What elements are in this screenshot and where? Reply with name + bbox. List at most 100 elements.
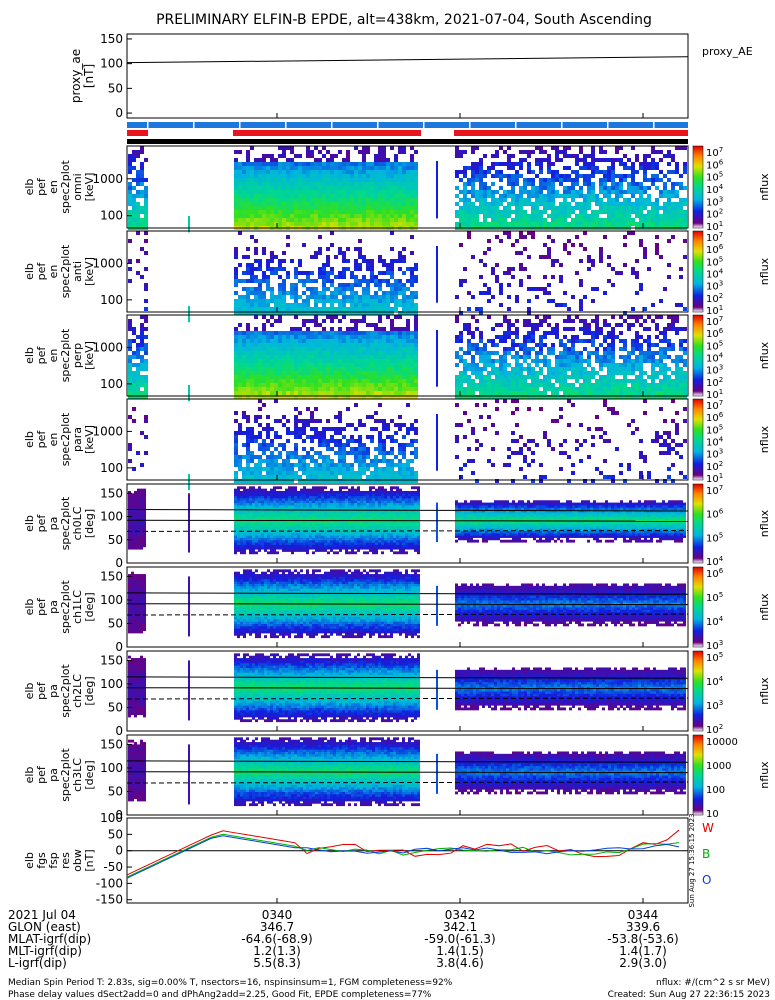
spectrogram-cell — [519, 218, 523, 222]
spectrogram-cell — [547, 363, 551, 367]
spectrogram-cell — [350, 319, 354, 323]
spectrogram-cell — [495, 323, 499, 327]
spectrogram-cell — [136, 387, 140, 391]
spectrogram-cell — [234, 210, 238, 214]
spectrogram-cell — [406, 431, 410, 435]
spectrogram-cell — [274, 431, 278, 435]
spectrogram-cell — [298, 479, 302, 483]
spectrogram-cell — [326, 343, 330, 347]
spectrogram-cell — [238, 311, 242, 315]
spectrogram-cell — [571, 335, 575, 339]
spectrogram-cell — [306, 190, 310, 194]
spectrogram-cell — [350, 379, 354, 383]
spectrogram-cell — [338, 174, 342, 178]
spectrogram-cell — [406, 359, 410, 363]
spectrogram-cell — [354, 395, 358, 399]
spectrogram-cell — [571, 375, 575, 379]
spectrogram-cell — [322, 222, 326, 226]
spectrogram-cell — [282, 287, 286, 291]
spectrogram-cell — [547, 166, 551, 170]
spectrogram-cell — [619, 363, 623, 367]
spectrogram-cell — [575, 335, 579, 339]
y-axis-label: spec2plot — [59, 328, 72, 382]
spectrogram-cell — [346, 287, 350, 291]
spectrogram-cell — [250, 178, 254, 182]
spectrogram-cell — [463, 202, 467, 206]
spectrogram-cell — [136, 154, 140, 158]
spectrogram-cell — [318, 335, 322, 339]
spectrogram-cell — [599, 150, 603, 154]
spectrogram-cell — [294, 463, 298, 467]
spectrogram-cell — [499, 383, 503, 387]
spectrogram-cell — [270, 162, 274, 166]
spectrogram-cell — [394, 287, 398, 291]
spectrogram-cell — [515, 251, 519, 255]
spectrogram-cell — [543, 218, 547, 222]
colorbar — [692, 230, 704, 313]
spectrogram-cell — [310, 295, 314, 299]
spectrogram-cell — [382, 198, 386, 202]
spectrogram-cell — [362, 154, 366, 158]
spectrogram-cell — [330, 202, 334, 206]
spectrogram-cell — [274, 190, 278, 194]
spectrogram-cell — [543, 198, 547, 202]
spectrogram-cell — [382, 419, 386, 423]
spectrogram-cell — [611, 267, 615, 271]
spectrogram-cell — [683, 391, 687, 395]
spectrogram-cell — [406, 303, 410, 307]
spectrogram-cell — [619, 315, 623, 319]
spectrogram-cell — [643, 383, 647, 387]
spectrogram-cell — [683, 146, 687, 150]
spectrogram-cell — [322, 295, 326, 299]
spectrogram-cell — [603, 210, 607, 214]
spectrogram-cell — [386, 339, 390, 343]
spectrogram-cell — [238, 367, 242, 371]
spectrogram-cell — [342, 355, 346, 359]
spectrogram-cell — [591, 391, 595, 395]
spectrogram-cell — [374, 190, 378, 194]
spectrogram-cell — [290, 391, 294, 395]
spectrogram-cell — [358, 202, 362, 206]
spectrogram-cell — [667, 206, 671, 210]
spectrogram-cell — [350, 287, 354, 291]
spectrogram-cell — [242, 351, 246, 355]
spectrogram-cell — [503, 198, 507, 202]
spectrogram-cell — [551, 371, 555, 375]
colorbar-tick-label: 104 — [706, 268, 724, 281]
spectrogram-cell — [278, 339, 282, 343]
spectrogram-cell — [639, 343, 643, 347]
spectrogram-cell — [306, 287, 310, 291]
spectrogram-cell — [611, 355, 615, 359]
spectrogram-cell — [491, 190, 495, 194]
spectrogram-cell — [567, 359, 571, 363]
spectrogram-cell — [286, 210, 290, 214]
spectrogram-cell — [579, 194, 583, 198]
spectrogram-cell — [567, 174, 571, 178]
spectrogram-cell — [366, 218, 370, 222]
spectrogram-cell — [374, 194, 378, 198]
spectrogram-cell — [507, 351, 511, 355]
spectrogram-cell — [132, 331, 136, 335]
spectrogram-cell — [290, 198, 294, 202]
spectrogram-cell — [414, 327, 418, 331]
spectrogram-cell — [254, 295, 258, 299]
spectrogram-cell — [282, 259, 286, 263]
spectrogram-cell — [374, 283, 378, 287]
spectrogram-cell — [575, 271, 579, 275]
spectrogram-cell — [635, 319, 639, 323]
spectrogram-cell — [310, 279, 314, 283]
spectrogram-cell — [238, 299, 242, 303]
spectrogram-cell — [378, 319, 382, 323]
spectrogram-cell — [318, 158, 322, 162]
spectrogram-cell — [575, 363, 579, 367]
spectrogram-cell — [366, 287, 370, 291]
spectrogram-cell — [611, 170, 615, 174]
spectrogram-cell — [140, 162, 144, 166]
spectrogram-cell — [254, 166, 258, 170]
spectrogram-cell — [607, 206, 611, 210]
spectrogram-cell — [266, 331, 270, 335]
spectrogram-cell — [475, 347, 479, 351]
spectrogram-cell — [326, 439, 330, 443]
spectrogram-cell — [471, 471, 475, 475]
